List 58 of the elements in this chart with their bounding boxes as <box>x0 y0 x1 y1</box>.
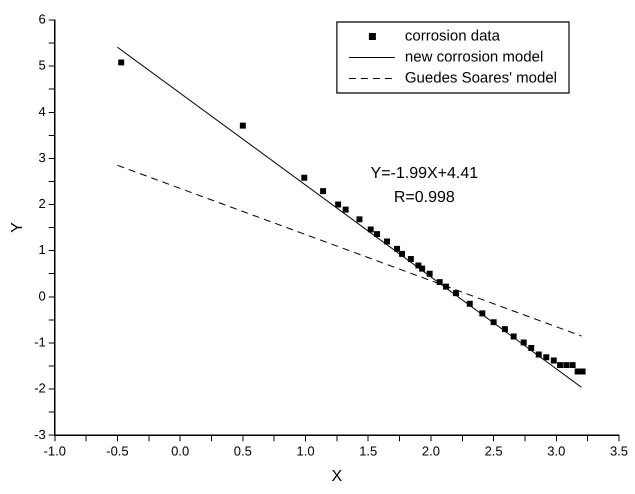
point <box>563 362 570 368</box>
y-tick-label: 1 <box>38 242 46 258</box>
y-tick-label: 4 <box>38 104 46 119</box>
point <box>436 279 443 286</box>
y-tick-label: 6 <box>38 12 46 27</box>
x-tick-label: 3.0 <box>547 444 566 459</box>
legend-label: corrosion data <box>404 28 501 45</box>
point <box>320 188 326 194</box>
legend-label: Guedes Soares' model <box>404 70 558 87</box>
point <box>536 351 542 358</box>
point <box>502 326 508 332</box>
point <box>335 202 342 208</box>
annotation: R=0.998 <box>394 189 455 206</box>
point <box>399 250 406 257</box>
point <box>520 339 527 346</box>
x-tick-label: 3.5 <box>610 444 628 459</box>
x-tick-label: -1.0 <box>44 444 66 459</box>
point <box>453 290 459 296</box>
point <box>118 59 124 66</box>
point <box>368 226 374 232</box>
point <box>550 357 557 364</box>
x-tick-label: 2.0 <box>422 444 440 459</box>
x-tick-label: 0.5 <box>234 444 252 459</box>
annotation: Y=-1.99X+4.41 <box>370 165 478 182</box>
legend-label: new corrosion model <box>404 48 544 66</box>
point <box>543 354 550 360</box>
y-tick-label: -2 <box>34 380 46 396</box>
x-axis-title: X <box>332 468 343 485</box>
point <box>570 362 576 368</box>
x-tick-label: -0.5 <box>106 444 129 459</box>
point <box>394 246 400 252</box>
y-tick-label: -3 <box>34 426 46 442</box>
point <box>466 300 473 307</box>
point <box>426 270 433 277</box>
y-tick-label: 0 <box>38 288 46 304</box>
point <box>528 345 534 351</box>
point <box>408 256 414 262</box>
point <box>342 206 349 213</box>
y-tick-label: -1 <box>34 334 46 350</box>
y-tick-label: 5 <box>38 58 46 73</box>
x-tick-label: 1.0 <box>296 444 315 459</box>
point <box>240 122 246 129</box>
point <box>557 362 564 368</box>
x-tick-label: 2.5 <box>484 444 503 459</box>
y-tick-label: 2 <box>38 196 46 212</box>
point <box>356 216 362 222</box>
point <box>490 319 497 326</box>
point <box>384 238 390 244</box>
point <box>442 284 449 290</box>
point <box>374 231 380 238</box>
point <box>510 334 517 340</box>
x-tick-label: 1.5 <box>359 444 378 459</box>
point <box>301 174 308 181</box>
x-tick-label: 0.0 <box>171 444 190 459</box>
y-tick-label: 3 <box>38 150 46 165</box>
point <box>479 310 486 316</box>
point <box>419 266 426 272</box>
y-axis-title: Y <box>9 222 26 233</box>
